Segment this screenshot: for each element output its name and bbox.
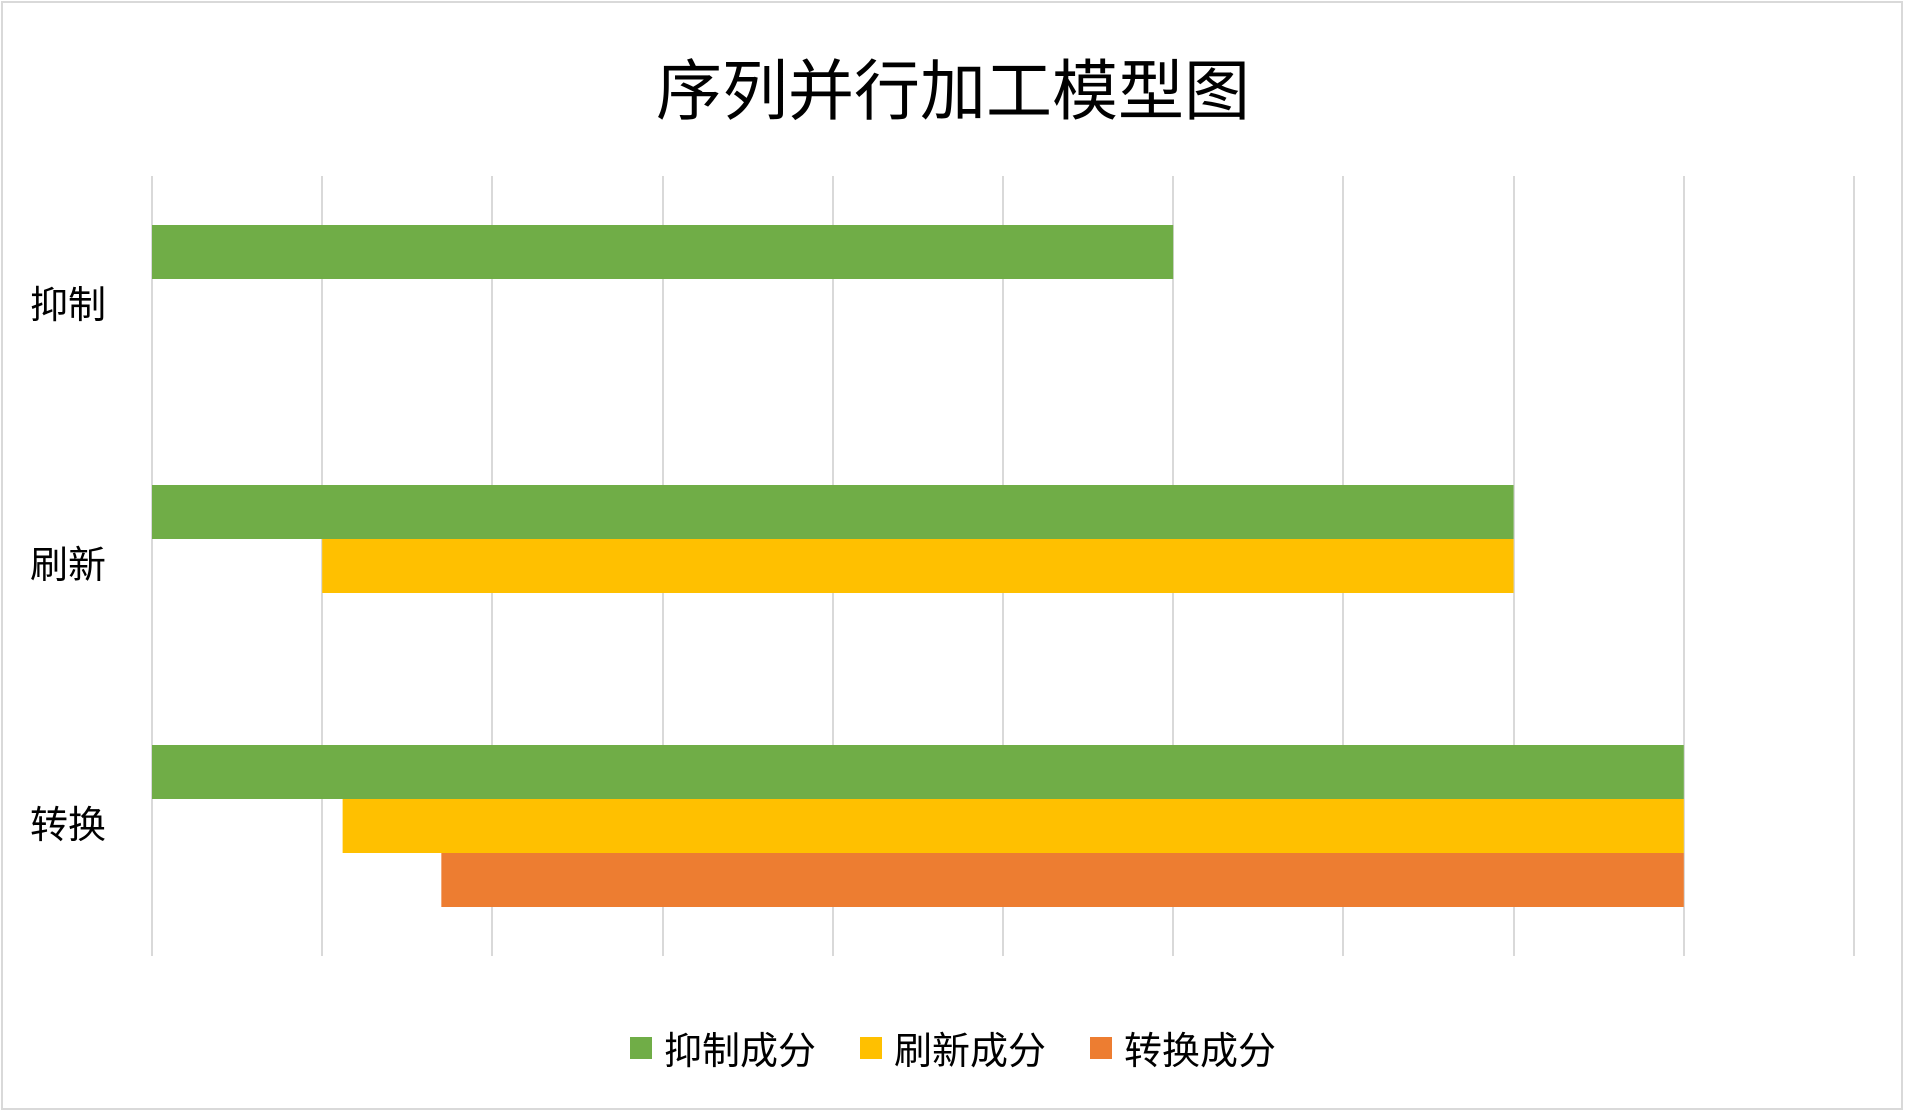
- legend-label: 抑制成分: [663, 1029, 816, 1073]
- bar-转换-刷新成分: [342, 799, 1684, 853]
- legend-swatch: [1090, 1036, 1112, 1059]
- bar-刷新-刷新成分: [322, 539, 1514, 593]
- legend-label: 刷新成分: [893, 1029, 1046, 1073]
- legend-item: 抑制成分: [629, 1020, 816, 1075]
- category-label: 转换: [30, 803, 106, 847]
- legend-swatch: [859, 1036, 882, 1059]
- category-label: 抑制: [30, 283, 106, 327]
- bar-刷新-抑制成分: [152, 485, 1514, 539]
- chart-title: 序列并行加工模型图: [656, 53, 1250, 130]
- legend: 抑制成分 刷新成分 转换成分: [0, 1020, 1906, 1075]
- legend-item: 刷新成分: [859, 1020, 1046, 1075]
- bar-抑制-抑制成分: [152, 225, 1174, 279]
- category-label: 刷新: [30, 543, 106, 587]
- legend-item: 转换成分: [1090, 1020, 1276, 1075]
- bar-转换-转换成分: [441, 853, 1684, 907]
- bar-转换-抑制成分: [152, 745, 1684, 799]
- legend-label: 转换成分: [1124, 1029, 1277, 1073]
- bars-group: [152, 225, 1684, 907]
- legend-swatch: [629, 1036, 652, 1059]
